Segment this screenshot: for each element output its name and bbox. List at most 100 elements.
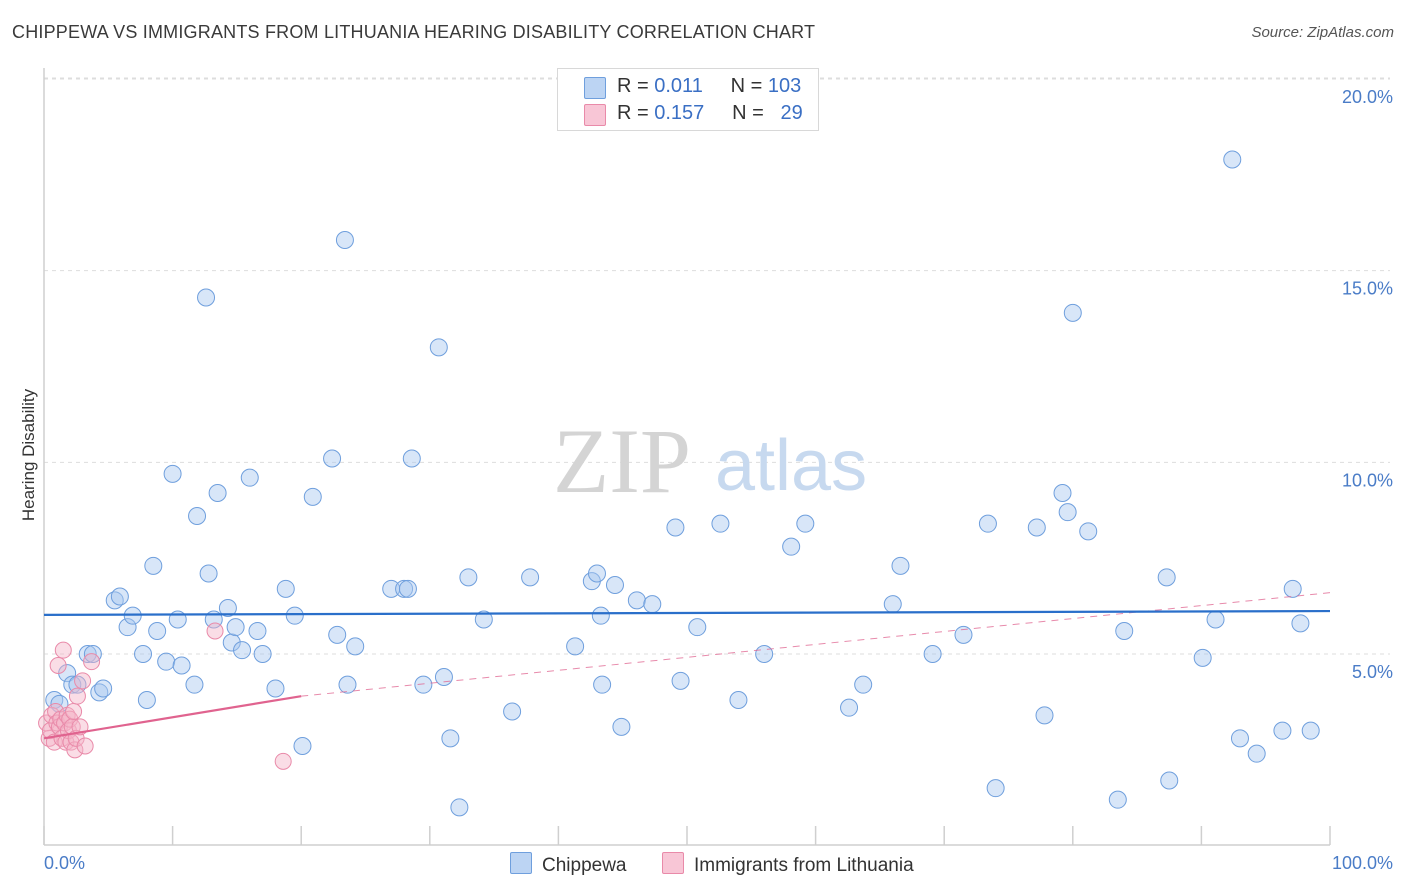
chippewa-point (346, 637, 365, 656)
y-tick-label: 20.0% (1342, 87, 1393, 107)
bottom-legend-chippewa: Chippewa (510, 852, 627, 877)
chippewa-point (94, 679, 113, 698)
legend-r-label: R = (617, 75, 649, 97)
chippewa-point (612, 717, 631, 736)
watermark-zip: ZIP (553, 410, 691, 512)
legend-n-value: 29 (780, 102, 803, 124)
chippewa-point (222, 633, 241, 652)
chippewa-point (218, 599, 237, 617)
chippewa-point (63, 675, 82, 694)
chippewa-point (303, 487, 322, 506)
lithuania-point (65, 703, 83, 720)
chippewa-point (148, 622, 167, 640)
chippewa-point (429, 338, 448, 357)
chippewa-point (587, 564, 606, 583)
x-tick-label: 0.0% (44, 853, 85, 873)
lithuania-point (68, 687, 86, 705)
chippewa-point (266, 679, 285, 698)
chippewa-point (666, 518, 685, 537)
chippewa-point (441, 729, 460, 748)
lithuania-points (38, 622, 292, 770)
lithuania-point (49, 657, 67, 674)
y-tick-label: 15.0% (1342, 279, 1393, 299)
watermark: ZIP atlas (553, 410, 867, 512)
chippewa-point (118, 618, 137, 637)
chippewa-point (1206, 610, 1225, 629)
chippewa-points (45, 150, 1320, 817)
gridlines (44, 77, 1390, 655)
bottom-legend-lithuania: Immigrants from Lithuania (662, 852, 914, 877)
chippewa-point (591, 606, 610, 625)
chippewa-point (1035, 706, 1054, 725)
chippewa-point (450, 798, 469, 817)
chippewa-point (1053, 484, 1072, 502)
chippewa-point (883, 595, 902, 614)
chippewa-point (1247, 744, 1266, 763)
chippewa-point (208, 484, 227, 502)
lithuania-point (274, 752, 292, 770)
y-tick-label: 10.0% (1342, 470, 1393, 490)
legend-r-value: 0.011 (654, 75, 703, 97)
chippewa-point (1157, 568, 1176, 587)
chippewa-point (1063, 303, 1082, 322)
y-axis-label: Hearing Disability (19, 388, 38, 521)
chippewa-point (398, 579, 417, 598)
chippewa-point (157, 652, 176, 671)
lithuania-point (74, 672, 92, 690)
chippewa-point (1291, 614, 1310, 633)
bottom-legend-swatch-lithuania (662, 852, 684, 874)
chippewa-point (240, 468, 259, 487)
chippewa-point (954, 625, 973, 644)
chippewa-point (188, 507, 207, 525)
legend-n-label: N = (732, 102, 764, 124)
chippewa-point (1115, 622, 1134, 640)
x-tick-labels: 0.0% 100.0% (44, 853, 1393, 873)
chippewa-point (1193, 648, 1212, 667)
chippewa-point (253, 645, 272, 663)
legend-n-label: N = (730, 75, 763, 97)
chippewa-point (197, 288, 216, 307)
chippewa-point (1108, 790, 1127, 809)
y-tick-label: 5.0% (1352, 662, 1393, 682)
bottom-legend-label-chippewa: Chippewa (542, 855, 627, 876)
chippewa-point (395, 579, 414, 598)
chippewa-point (796, 514, 815, 533)
chippewa-point (605, 576, 624, 594)
y-tick-labels: 5.0% 10.0% 15.0% 20.0% (1342, 87, 1393, 682)
lithuania-point (76, 737, 94, 755)
trend-line-lithuania-extension (301, 592, 1331, 697)
chippewa-point (134, 645, 153, 663)
chippewa-point (1273, 721, 1292, 740)
chippewa-point (978, 514, 997, 533)
chippewa-point (521, 568, 540, 587)
chippewa-point (671, 671, 690, 690)
legend-swatch-chippewa (584, 77, 606, 99)
chippewa-point (627, 591, 646, 610)
lithuania-point (206, 622, 224, 640)
chippewa-point (840, 698, 859, 717)
chippewa-point (1283, 579, 1302, 598)
chippewa-point (923, 645, 942, 663)
chippewa-point (1230, 729, 1249, 748)
chippewa-point (276, 579, 295, 598)
chart-title: CHIPPEWA VS IMMIGRANTS FROM LITHUANIA HE… (12, 22, 816, 42)
legend-r-value: 0.157 (654, 102, 705, 124)
chippewa-point (474, 610, 493, 629)
chippewa-point (144, 556, 163, 575)
chippewa-point (110, 587, 129, 606)
chippewa-point (434, 668, 453, 686)
chippewa-point (643, 595, 662, 614)
legend-swatch-lithuania (584, 104, 606, 126)
chippewa-point (986, 779, 1005, 798)
chippewa-point (414, 675, 433, 694)
chippewa-point (1027, 518, 1046, 537)
legend-n-value: 103 (767, 75, 802, 97)
bottom-legend-label-lithuania: Immigrants from Lithuania (694, 855, 914, 876)
chippewa-point (755, 645, 774, 663)
trend-line-lithuania (43, 695, 302, 740)
x-tick-label: 100.0% (1332, 853, 1393, 873)
chippewa-point (1079, 522, 1098, 541)
source-credit: Source: ZipAtlas.com (1251, 24, 1394, 41)
chippewa-point (328, 625, 347, 644)
chippewa-point (172, 656, 191, 675)
